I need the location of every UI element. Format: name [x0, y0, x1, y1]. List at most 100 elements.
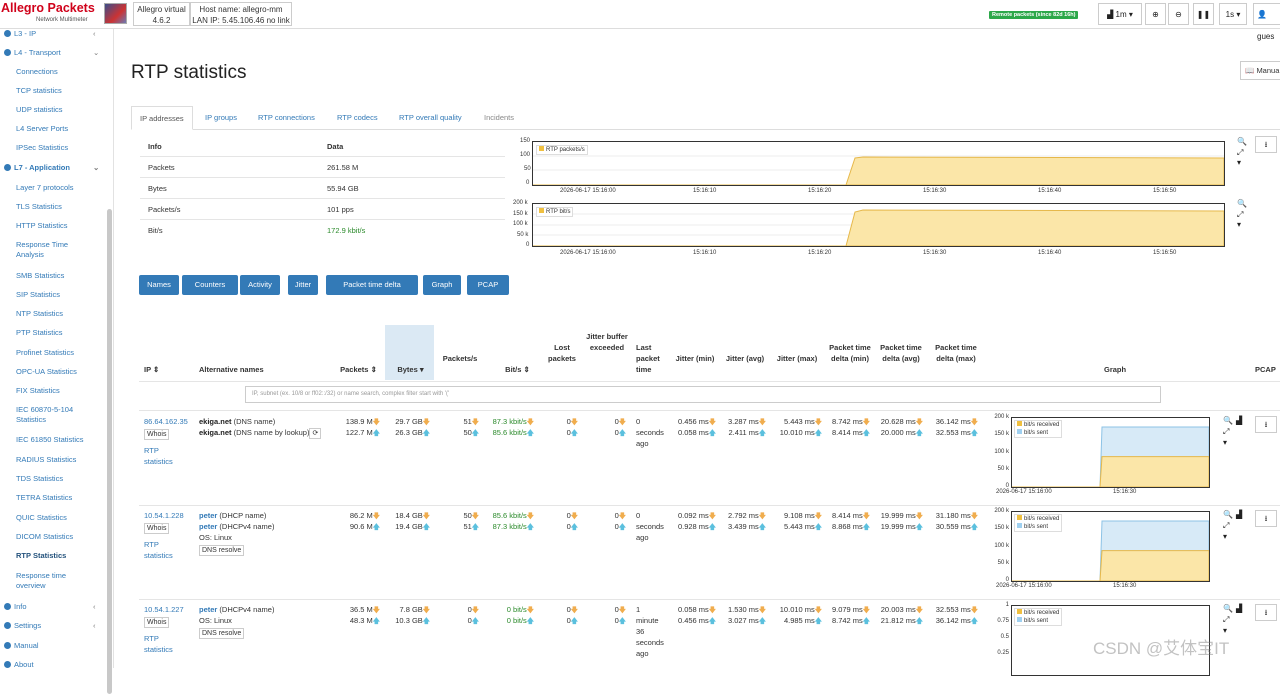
caret-down-icon[interactable]: ▾ — [1223, 626, 1228, 635]
rtp-stats-link[interactable]: statistics — [144, 551, 173, 560]
expand-icon[interactable]: ⤢ — [1223, 615, 1230, 624]
sidebar-item-profinet[interactable]: Profinet Statistics — [16, 348, 74, 357]
rtp-stats-link[interactable]: RTP — [144, 446, 159, 455]
zoom-in-icon[interactable]: ⊕ — [1145, 3, 1166, 25]
pause-icon[interactable]: ❚❚ — [1193, 3, 1214, 25]
download-icon[interactable]: ⭳ — [1255, 510, 1277, 527]
expand-icon[interactable]: ⤢ — [1223, 521, 1230, 530]
sidebar-item-iec61850[interactable]: IEC 61850 Statistics — [16, 435, 84, 444]
search-icon[interactable]: 🔍 — [1223, 510, 1233, 519]
sidebar-manual[interactable]: Manual — [4, 641, 39, 651]
sidebar-item-tcp[interactable]: TCP statistics — [16, 86, 62, 95]
sidebar-item-response-overview[interactable]: Response time overview — [16, 571, 67, 590]
rtp-bits-chart[interactable]: RTP bit/s — [532, 203, 1225, 247]
sidebar-item-radius[interactable]: RADIUS Statistics — [16, 455, 77, 464]
sidebar-item-sip[interactable]: SIP Statistics — [16, 290, 61, 299]
sidebar-item-smb[interactable]: SMB Statistics — [16, 271, 65, 280]
sidebar-item-tds[interactable]: TDS Statistics — [16, 474, 64, 483]
filter-input[interactable]: IP, subnet (ex. 10/8 or ff02::/32) or na… — [245, 386, 1161, 403]
col-jitter-avg[interactable]: Jitter (avg) — [725, 354, 765, 363]
sidebar-item-rtp[interactable]: RTP Statistics — [16, 551, 67, 560]
sidebar-item-ptp[interactable]: PTP Statistics — [16, 328, 63, 337]
col-ptd-max[interactable]: Packet time delta (max) — [935, 343, 977, 363]
ip-link[interactable]: 86.64.162.35 — [144, 417, 188, 426]
graph-button[interactable]: Graph — [423, 275, 461, 295]
ip-link[interactable]: 10.54.1.228 — [144, 511, 184, 520]
dns-resolve-button[interactable]: DNS resolve — [199, 627, 245, 639]
search-icon[interactable]: 🔍 — [1237, 199, 1247, 208]
packet-time-delta-button[interactable]: Packet time delta — [326, 275, 418, 295]
sidebar-item-connections[interactable]: Connections — [16, 67, 58, 76]
expand-icon[interactable]: ⤢ — [1223, 427, 1230, 436]
caret-down-icon[interactable]: ▾ — [1223, 438, 1228, 447]
activity-button[interactable]: Activity — [240, 275, 280, 295]
sidebar-item-ntp[interactable]: NTP Statistics — [16, 309, 63, 318]
dns-resolve-button[interactable]: DNS resolve — [199, 544, 245, 556]
tab-rtp-codecs[interactable]: RTP codecs — [337, 113, 378, 122]
sidebar-item-ipsec[interactable]: IPSec Statistics — [16, 143, 69, 152]
row-bitrate-chart[interactable]: bit/s received bit/s sent — [1011, 417, 1210, 488]
sidebar-item-tetra[interactable]: TETRA Statistics — [16, 493, 73, 502]
rtp-stats-link[interactable]: statistics — [144, 457, 173, 466]
sidebar-item-quic[interactable]: QUIC Statistics — [16, 513, 67, 522]
col-jitter-max[interactable]: Jitter (max) — [776, 354, 818, 363]
sidebar-about[interactable]: About — [4, 660, 34, 670]
sidebar-l7[interactable]: L7 - Application ⌄ — [4, 163, 99, 173]
sidebar-item-dicom[interactable]: DICOM Statistics — [16, 532, 74, 541]
brand-title[interactable]: Allegro Packets — [1, 1, 95, 15]
rtp-stats-link[interactable]: RTP — [144, 634, 159, 643]
sidebar-item-opcua[interactable]: OPC-UA Statistics — [16, 367, 77, 376]
sidebar-info[interactable]: Info ‹ — [4, 602, 96, 612]
time-range-button[interactable]: ▟ 1m ▾ — [1098, 3, 1142, 25]
sidebar-item-iec104[interactable]: IEC 60870-5-104 Statistics — [16, 405, 74, 424]
tab-rtp-connections[interactable]: RTP connections — [258, 113, 315, 122]
sidebar-item-tls[interactable]: TLS Statistics — [16, 202, 62, 211]
search-icon[interactable]: 🔍 — [1237, 137, 1247, 146]
col-ptd-min[interactable]: Packet time delta (min) — [829, 343, 871, 363]
caret-down-icon[interactable]: ▾ — [1237, 220, 1242, 229]
rtp-stats-link[interactable]: RTP — [144, 540, 159, 549]
interval-button[interactable]: 1s ▾ — [1219, 3, 1247, 25]
search-icon[interactable]: 🔍 — [1223, 416, 1233, 425]
sidebar-scrollbar[interactable] — [107, 209, 112, 694]
area-chart-icon[interactable]: ▟ — [1236, 510, 1243, 519]
search-icon[interactable]: 🔍 — [1223, 604, 1233, 613]
tab-incidents[interactable]: Incidents — [484, 113, 515, 122]
tab-rtp-quality[interactable]: RTP overall quality — [399, 113, 462, 122]
names-button[interactable]: Names — [139, 275, 179, 295]
col-bytes[interactable]: Bytes ▾ — [397, 365, 424, 374]
col-pps[interactable]: Packets/s — [442, 354, 478, 363]
counters-button[interactable]: Counters — [182, 275, 238, 295]
pcap-button[interactable]: PCAP — [467, 275, 509, 295]
row-bitrate-chart[interactable]: bit/s received bit/s sent — [1011, 605, 1210, 676]
col-ip[interactable]: IP ⇕ — [144, 365, 160, 374]
caret-down-icon[interactable]: ▾ — [1223, 532, 1228, 541]
col-jitter-min[interactable]: Jitter (min) — [675, 354, 715, 363]
col-packets[interactable]: Packets ⇕ — [340, 365, 377, 374]
remote-packets-badge[interactable]: Remote packets (since 82d 16h) — [989, 11, 1079, 19]
expand-icon[interactable]: ⤢ — [1237, 210, 1244, 219]
col-ptd-avg[interactable]: Packet time delta (avg) — [880, 343, 922, 363]
ip-link[interactable]: 10.54.1.227 — [144, 605, 184, 614]
sidebar-settings[interactable]: Settings ‹ — [4, 621, 96, 631]
download-icon[interactable]: ⭳ — [1255, 136, 1277, 153]
zoom-out-icon[interactable]: ⊖ — [1168, 3, 1189, 25]
sidebar-l4[interactable]: L4 - Transport ⌄ — [4, 48, 99, 58]
sidebar-l3[interactable]: L3 - IP ‹ — [4, 29, 96, 39]
tab-ip-groups[interactable]: IP groups — [205, 113, 237, 122]
expand-icon[interactable]: ⤢ — [1237, 148, 1244, 157]
sidebar-item-http[interactable]: HTTP Statistics — [16, 221, 68, 230]
whois-button[interactable]: Whois — [144, 428, 170, 440]
rtp-packets-chart[interactable]: RTP packets/s — [532, 141, 1225, 186]
caret-down-icon[interactable]: ▾ — [1237, 158, 1242, 167]
sidebar-item-l4-ports[interactable]: L4 Server Ports — [16, 124, 69, 133]
tab-ip-addresses[interactable]: IP addresses — [131, 106, 193, 130]
manual-button[interactable]: 📖 Manua — [1240, 61, 1280, 80]
area-chart-icon[interactable]: ▟ — [1236, 604, 1243, 613]
sidebar-item-fix[interactable]: FIX Statistics — [16, 386, 60, 395]
row-bitrate-chart[interactable]: bit/s received bit/s sent — [1011, 511, 1210, 582]
sidebar-item-response-time[interactable]: Response Time Analysis — [16, 240, 69, 259]
whois-button[interactable]: Whois — [144, 522, 170, 534]
col-bits[interactable]: Bit/s ⇕ — [505, 365, 530, 374]
download-icon[interactable]: ⭳ — [1255, 416, 1277, 433]
